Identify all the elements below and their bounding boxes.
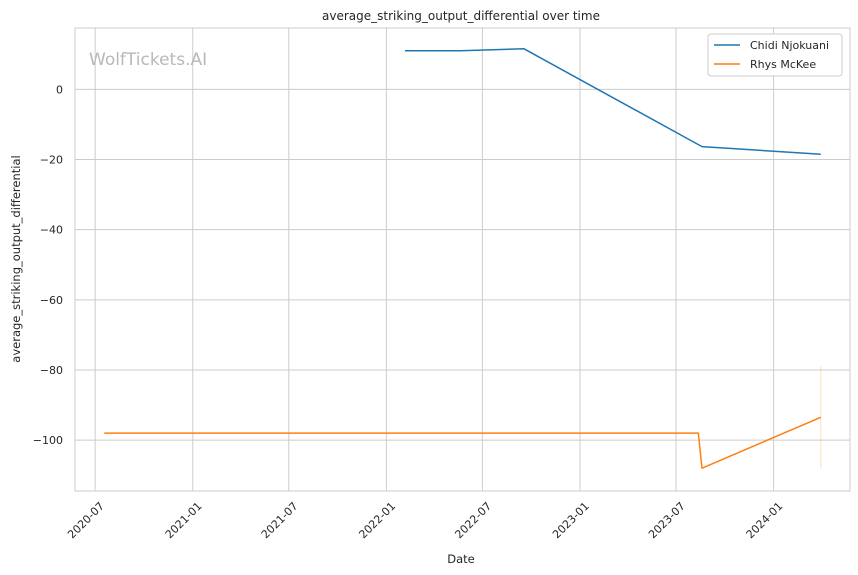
y-tick-labels: 0 −20 −40 −60 −80 −100 bbox=[33, 83, 63, 447]
x-axis-label: Date bbox=[447, 552, 475, 566]
x-tick-label: 2020-07 bbox=[65, 500, 107, 542]
legend-box bbox=[707, 33, 843, 77]
x-tick-label: 2022-01 bbox=[356, 500, 398, 542]
x-tick-label: 2021-01 bbox=[163, 500, 205, 542]
x-tick-label: 2023-07 bbox=[646, 500, 688, 542]
y-tick-label: −40 bbox=[40, 224, 63, 237]
x-tick-label: 2021-07 bbox=[259, 500, 301, 542]
grid-lines bbox=[75, 28, 850, 491]
y-tick-label: −80 bbox=[40, 364, 63, 377]
y-tick-label: −20 bbox=[40, 154, 63, 167]
y-tick-label: −60 bbox=[40, 294, 63, 307]
legend-label-chidi-njokuani: Chidi Njokuani bbox=[750, 39, 829, 52]
series-layer bbox=[104, 47, 822, 469]
x-tick-label: 2023-01 bbox=[550, 500, 592, 542]
y-tick-label: −100 bbox=[33, 434, 63, 447]
x-tick-label: 2024-01 bbox=[744, 500, 786, 542]
plot-frame bbox=[74, 27, 851, 492]
y-axis-label: average_striking_output_differential bbox=[9, 155, 23, 362]
legend: Chidi Njokuani Rhys McKee bbox=[707, 33, 843, 77]
y-tick-label: 0 bbox=[56, 83, 63, 96]
watermark: WolfTickets.AI bbox=[89, 50, 207, 70]
x-tick-labels: 2020-07 2021-01 2021-07 2022-01 2022-07 2023-… bbox=[65, 500, 785, 542]
plot-area bbox=[75, 28, 850, 491]
series-line-chidi-njokuani bbox=[404, 47, 821, 156]
chart-title: average_striking_output_differential ove… bbox=[322, 9, 600, 23]
x-tick-label: 2022-07 bbox=[452, 500, 494, 542]
legend-label-rhys-mckee: Rhys McKee bbox=[750, 58, 816, 71]
series-line-rhys-mckee bbox=[104, 416, 822, 469]
